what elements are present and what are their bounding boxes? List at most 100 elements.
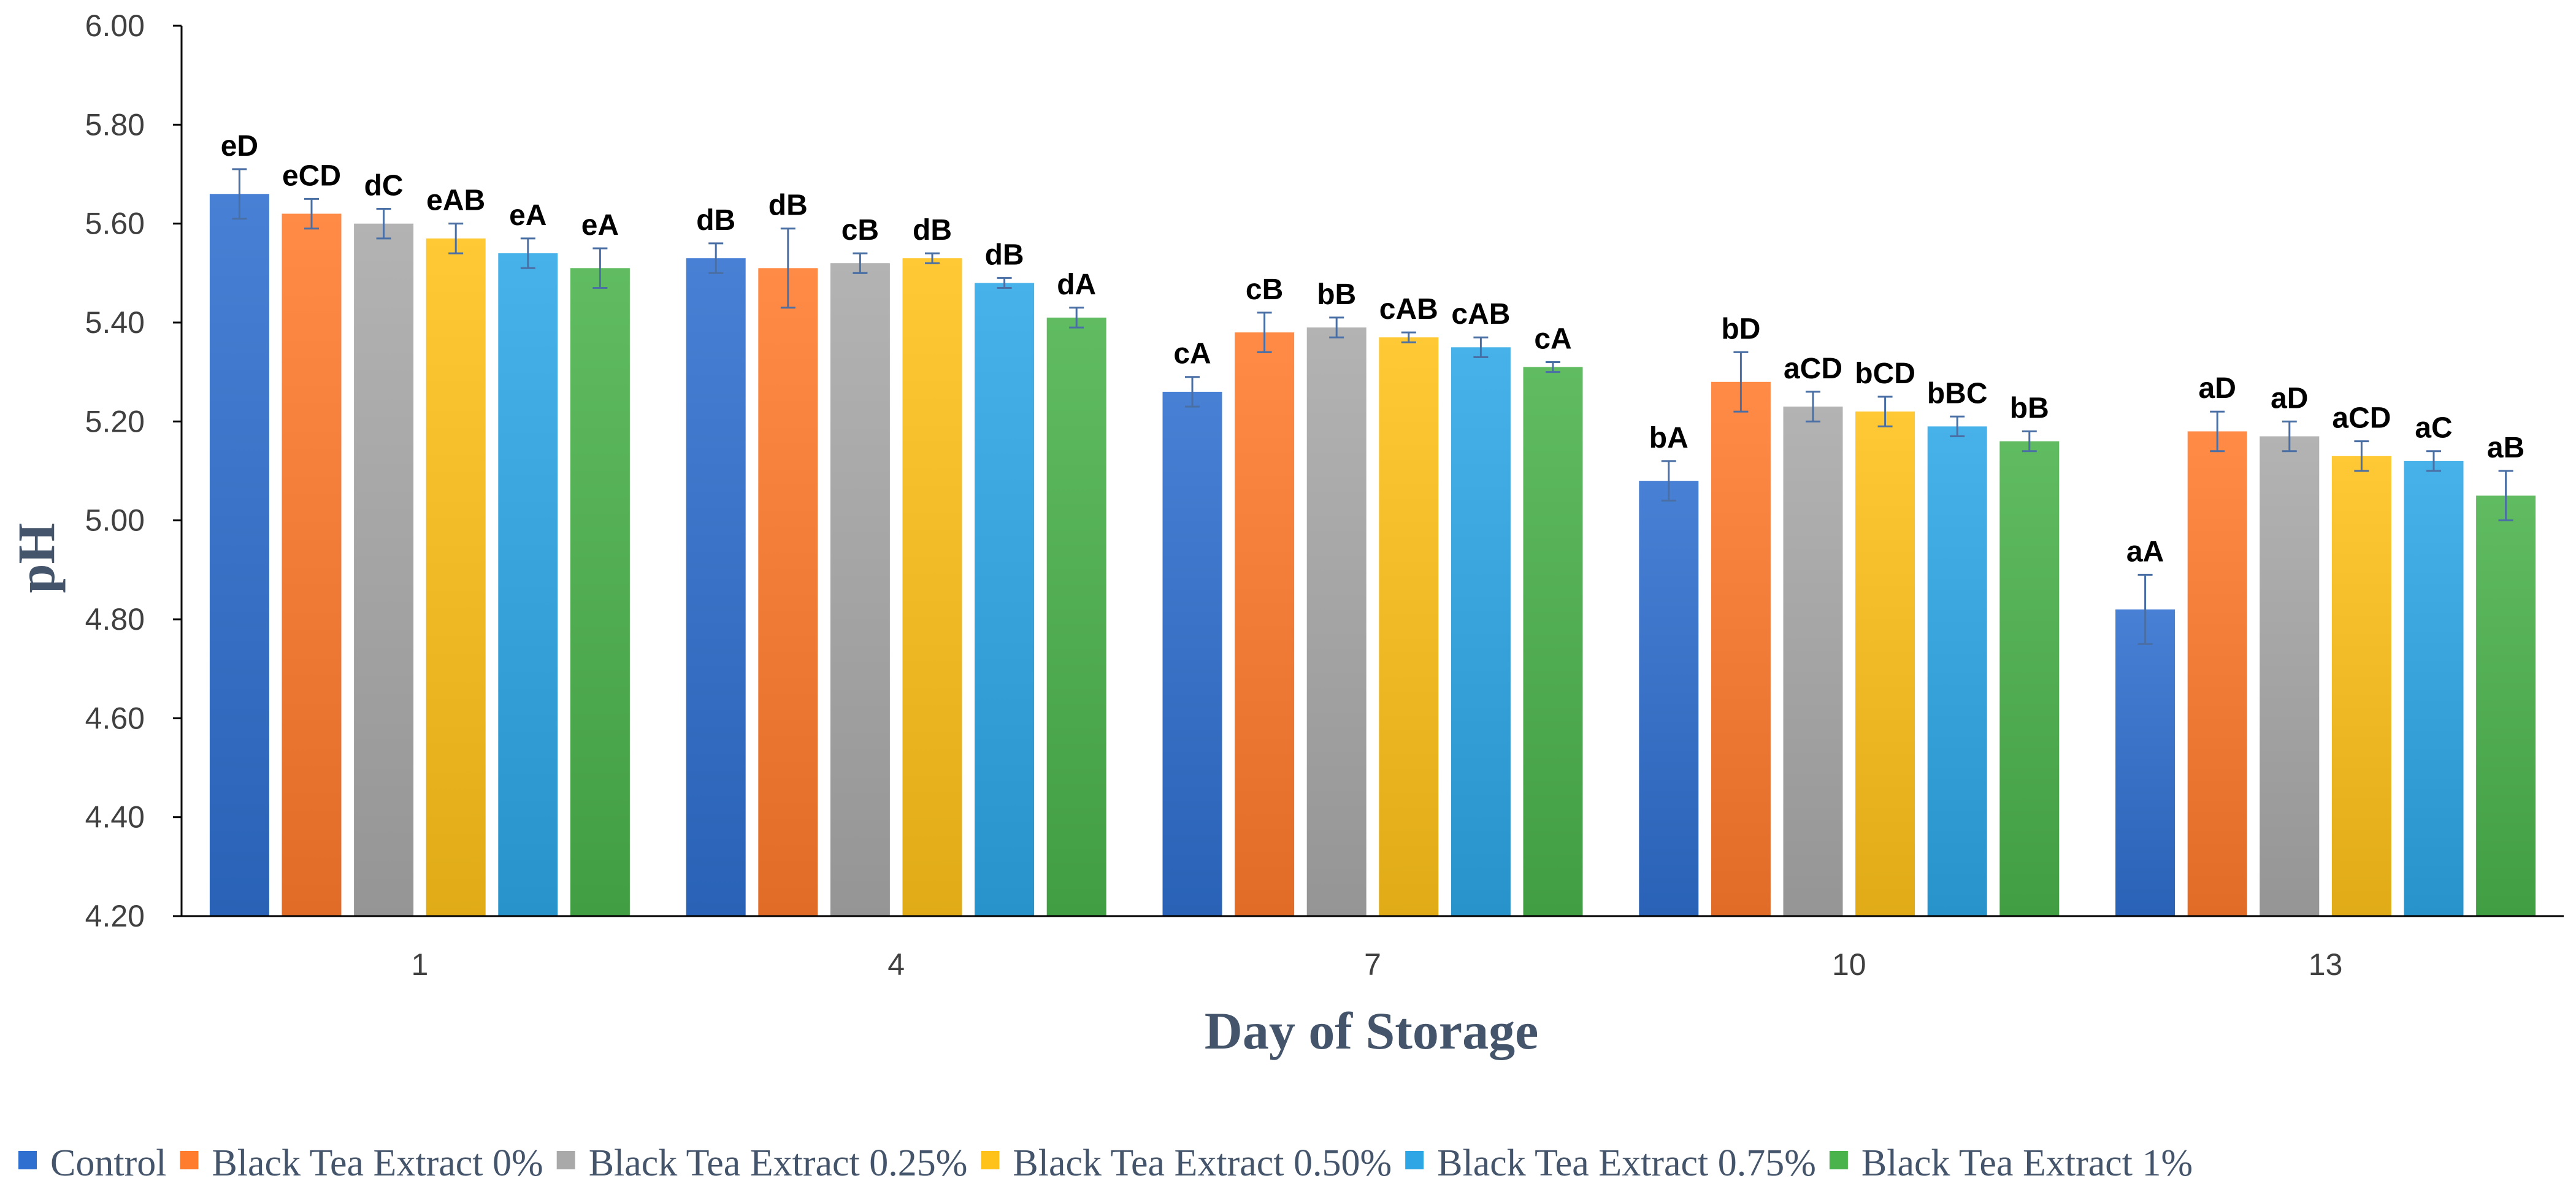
legend-item: Control <box>18 1142 166 1184</box>
significance-label: aD <box>2199 372 2236 405</box>
x-axis-title: Day of Storage <box>1205 1001 1539 1060</box>
bar <box>2404 461 2464 916</box>
y-tick-label: 5.40 <box>85 305 145 340</box>
y-tick-label: 5.00 <box>85 503 145 538</box>
bar <box>1927 426 1987 916</box>
legend-swatch <box>180 1151 199 1169</box>
legend-item: Black Tea Extract 0.75% <box>1405 1142 1816 1184</box>
bar <box>1451 347 1511 916</box>
bar <box>2187 431 2247 916</box>
x-axis-ticks: 1 4 7 10 13 <box>411 947 2342 982</box>
bar <box>1783 407 1843 916</box>
significance-label: dB <box>913 214 952 246</box>
significance-label: aCD <box>1784 353 1842 385</box>
bar <box>902 258 962 917</box>
significance-label: aB <box>2487 432 2524 464</box>
x-tick-label: 1 <box>411 947 428 982</box>
y-tick-label: 4.80 <box>85 602 145 636</box>
legend-swatch <box>18 1151 37 1169</box>
y-axis-title: pH <box>7 523 66 594</box>
bar <box>426 238 486 916</box>
bar <box>2260 436 2320 916</box>
bar <box>354 223 414 917</box>
significance-label: dB <box>985 239 1024 271</box>
bar <box>570 268 630 917</box>
y-tick-label: 4.20 <box>85 899 145 933</box>
significance-label: eA <box>581 209 619 242</box>
bar <box>2476 495 2536 916</box>
legend-label: Black Tea Extract 1% <box>1861 1142 2193 1184</box>
bar <box>1306 327 1367 916</box>
significance-label: bCD <box>1855 357 1915 390</box>
significance-labels: eD eCD dC eAB eA eA dB dB cB dB dB dA cA cB bB cAB cAB cA… <box>221 130 2525 568</box>
legend-item: Black Tea Extract 1% <box>1829 1142 2193 1184</box>
x-tick-label: 10 <box>1832 947 1866 982</box>
bars <box>209 194 2536 917</box>
x-tick-label: 7 <box>1364 947 1381 982</box>
significance-label: eA <box>509 199 546 232</box>
bar <box>975 283 1035 916</box>
y-tick-label: 5.60 <box>85 207 145 241</box>
bar <box>1999 441 2060 916</box>
significance-label: bA <box>1649 422 1689 454</box>
legend-label: Control <box>50 1142 166 1184</box>
significance-label: bD <box>1721 313 1760 345</box>
significance-label: dC <box>364 169 404 202</box>
y-tick-label: 5.80 <box>85 107 145 142</box>
legend-label: Black Tea Extract 0.25% <box>589 1142 968 1184</box>
bar <box>758 268 818 917</box>
y-tick-label: 4.60 <box>85 701 145 735</box>
legend-label: Black Tea Extract 0.50% <box>1013 1142 1392 1184</box>
legend-swatch <box>981 1151 1000 1169</box>
significance-label: cAB <box>1451 298 1510 331</box>
legend-swatch <box>1829 1151 1848 1169</box>
bar <box>1639 481 1699 916</box>
legend-item: Black Tea Extract 0.50% <box>981 1142 1392 1184</box>
significance-label: bB <box>2010 392 2049 424</box>
bar <box>498 253 558 917</box>
legend-label: Black Tea Extract 0.75% <box>1437 1142 1816 1184</box>
legend-item: Black Tea Extract 0.25% <box>556 1142 968 1184</box>
bar <box>1162 391 1222 916</box>
y-tick-label: 5.20 <box>85 404 145 438</box>
significance-label: bB <box>1317 278 1356 311</box>
significance-label: dB <box>696 204 735 237</box>
error-bars <box>232 168 2513 645</box>
bar <box>1046 317 1106 916</box>
bar <box>1235 332 1295 916</box>
bar <box>209 194 269 917</box>
significance-label: aC <box>2415 412 2452 445</box>
bar <box>1379 337 1439 916</box>
significance-label: bBC <box>1927 377 1988 410</box>
significance-label: aCD <box>2332 402 2391 435</box>
y-tick-label: 6.00 <box>85 9 145 43</box>
legend-label: Black Tea Extract 0% <box>212 1142 543 1184</box>
y-axis-ticks: 4.20 4.40 4.60 4.80 5.00 5.20 5.40 5.60 5.80 6.00 <box>85 9 182 933</box>
significance-label: dA <box>1057 269 1096 301</box>
bar <box>2115 609 2175 916</box>
legend-swatch <box>1405 1151 1424 1169</box>
x-tick-label: 4 <box>887 947 905 982</box>
bar <box>1523 367 1583 916</box>
significance-label: eAB <box>426 185 485 217</box>
significance-label: aD <box>2271 382 2308 415</box>
significance-label: cAB <box>1379 293 1438 326</box>
significance-label: eD <box>221 130 258 162</box>
legend-swatch <box>556 1151 575 1169</box>
y-tick-label: 4.40 <box>85 800 145 835</box>
legend: Control Black Tea Extract 0% Black Tea Ext… <box>18 1142 2193 1184</box>
significance-label: dB <box>769 189 808 222</box>
significance-label: cB <box>841 214 879 246</box>
significance-label: eCD <box>282 159 341 192</box>
significance-label: cB <box>1246 273 1283 306</box>
bar <box>2331 456 2391 916</box>
significance-label: aA <box>2126 535 2164 568</box>
bar <box>686 258 746 917</box>
significance-label: cA <box>1173 338 1211 370</box>
bar <box>282 213 342 916</box>
legend-item: Black Tea Extract 0% <box>180 1142 543 1184</box>
bar <box>1855 411 1915 916</box>
bar <box>830 263 890 917</box>
bar <box>1711 381 1771 916</box>
